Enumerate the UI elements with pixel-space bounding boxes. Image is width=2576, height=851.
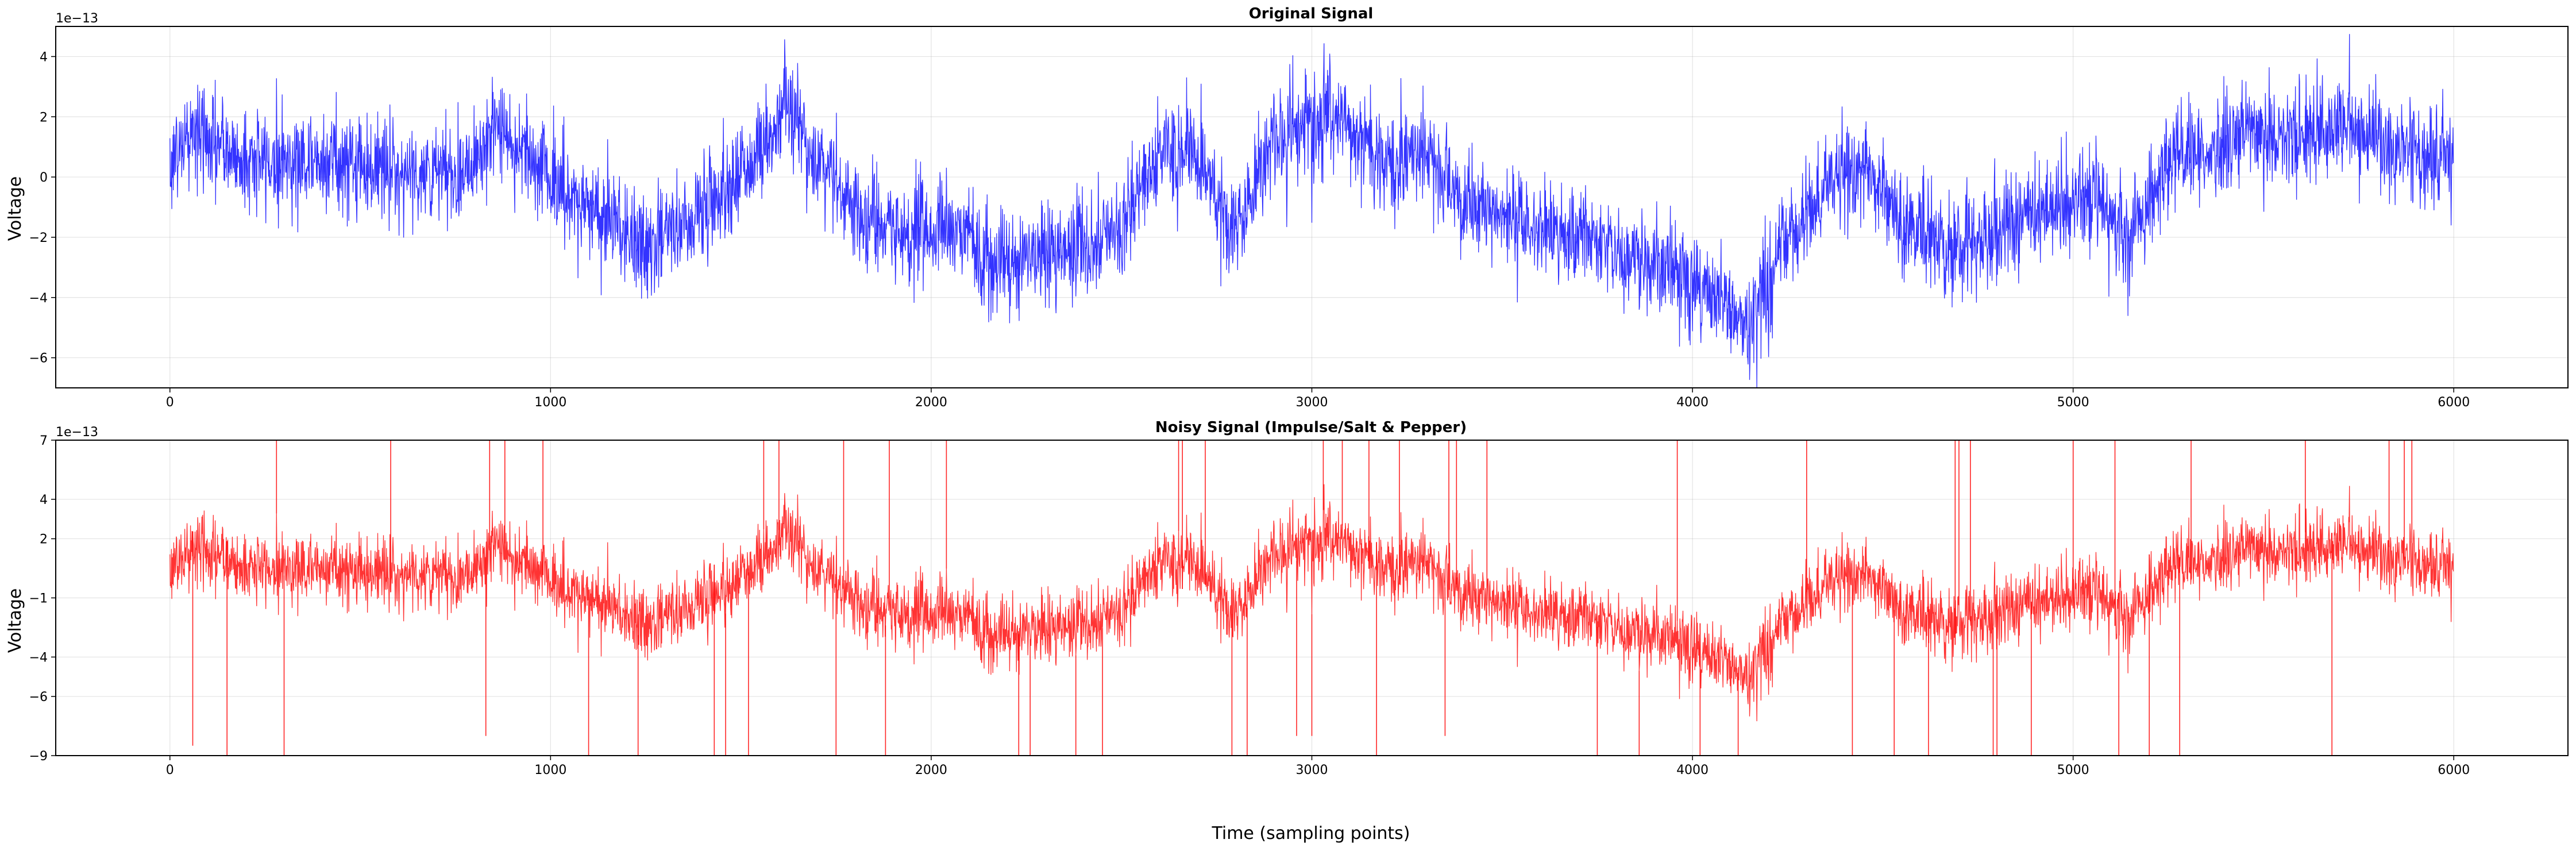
- xlabel-noisy: Time (sampling points): [1211, 823, 1410, 844]
- y-tick-label: 4: [40, 493, 48, 507]
- y-tick-label: −6: [29, 352, 48, 366]
- y-tick-label: −2: [29, 231, 48, 245]
- y-tick-label: 2: [40, 110, 48, 125]
- y-offset-label-original: 1e−13: [56, 11, 98, 26]
- x-tick-label: 0: [166, 395, 174, 410]
- plot-area-original: [169, 34, 2454, 388]
- x-tick-label: 1000: [534, 763, 566, 777]
- x-tick-label: 5000: [2057, 763, 2089, 777]
- y-ticks-noisy: −9 −6 −4 −1 2 4 7: [29, 434, 56, 764]
- x-tick-label: 2000: [915, 763, 947, 777]
- panel-title-original: Original Signal: [1249, 5, 1374, 22]
- y-tick-label: −6: [29, 690, 48, 704]
- ylabel-noisy: Voltage: [5, 588, 25, 653]
- plot-area-noisy: [169, 440, 2454, 756]
- panel-original-signal: Original Signal 1e−13 Voltage 0 1000 2000 3…: [5, 5, 2569, 410]
- x-tick-label: 6000: [2438, 763, 2470, 777]
- x-ticks-original: 0 1000 2000 3000 4000 5000 6000: [166, 388, 2470, 410]
- y-tick-label: 0: [40, 171, 48, 185]
- x-ticks-noisy: 0 1000 2000 3000 4000 5000 6000: [166, 756, 2470, 777]
- x-tick-label: 6000: [2438, 395, 2470, 410]
- x-tick-label: 0: [166, 763, 174, 777]
- impulse-spikes: [192, 440, 2413, 756]
- y-tick-label: 7: [40, 434, 48, 448]
- y-tick-label: −9: [29, 749, 48, 764]
- x-tick-label: 5000: [2057, 395, 2089, 410]
- y-ticks-original: −6 −4 −2 0 2 4: [29, 50, 56, 366]
- x-tick-label: 4000: [1676, 395, 1709, 410]
- y-tick-label: −1: [29, 592, 48, 606]
- x-tick-label: 3000: [1296, 395, 1328, 410]
- y-tick-label: −4: [29, 650, 48, 665]
- y-tick-label: 2: [40, 533, 48, 547]
- x-tick-label: 2000: [915, 395, 947, 410]
- series-line-original: [169, 34, 2454, 388]
- x-tick-label: 4000: [1676, 763, 1709, 777]
- y-offset-label-noisy: 1e−13: [56, 425, 98, 440]
- ylabel-original: Voltage: [5, 176, 25, 241]
- panel-noisy-signal: Noisy Signal (Impulse/Salt & Pepper) 1e−…: [5, 419, 2569, 844]
- x-tick-label: 1000: [534, 395, 566, 410]
- panel-title-noisy: Noisy Signal (Impulse/Salt & Pepper): [1155, 419, 1467, 436]
- y-tick-label: 4: [40, 50, 48, 64]
- y-tick-label: −4: [29, 291, 48, 306]
- x-tick-label: 3000: [1296, 763, 1328, 777]
